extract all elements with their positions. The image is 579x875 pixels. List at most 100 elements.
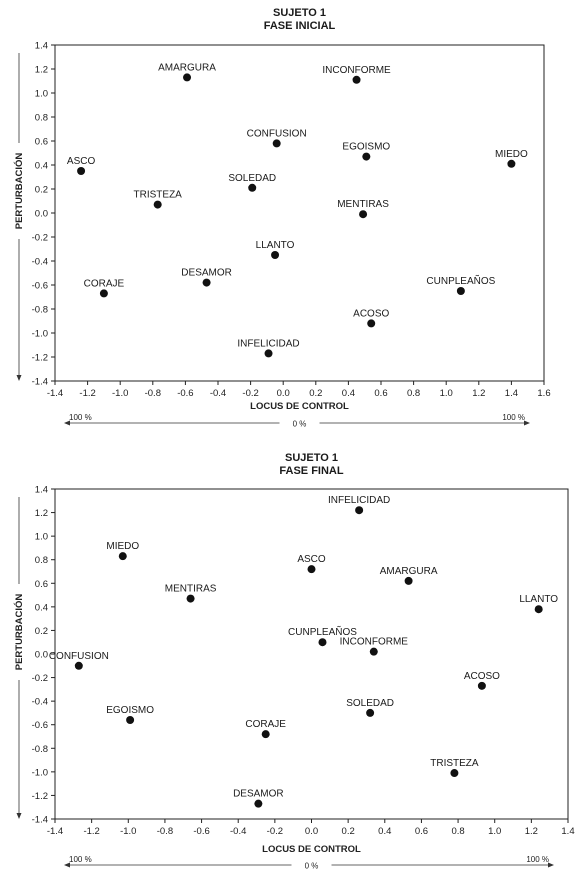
data-point bbox=[318, 638, 327, 647]
x-tick-label: -0.6 bbox=[177, 388, 193, 399]
data-point-label: SOLEDAD bbox=[228, 173, 276, 184]
x-tick-label: 1.0 bbox=[440, 388, 453, 399]
scale-center-label: 0 % bbox=[293, 420, 307, 429]
data-point bbox=[355, 506, 364, 515]
x-tick-label: -1.0 bbox=[120, 826, 136, 837]
scale-right-label: 100 % bbox=[502, 413, 525, 422]
y-axis-label: PERTURBACIÓN bbox=[13, 594, 25, 671]
data-point bbox=[404, 576, 413, 585]
y-tick-label: 1.4 bbox=[35, 485, 48, 496]
y-tick-label: -1.4 bbox=[32, 815, 48, 826]
y-tick-label: -0.6 bbox=[32, 281, 48, 292]
plot-frame bbox=[54, 44, 545, 382]
y-tick-label: -0.2 bbox=[32, 233, 48, 244]
x-tick-label: 1.2 bbox=[525, 826, 538, 837]
data-point-label: ACOSO bbox=[464, 671, 500, 682]
x-tick-label: 0.8 bbox=[407, 388, 420, 399]
plot-frame bbox=[54, 488, 569, 820]
x-tick-label: -1.2 bbox=[83, 826, 99, 837]
y-tick-label: 0.2 bbox=[35, 185, 48, 196]
x-tick-label: 1.6 bbox=[537, 388, 550, 399]
x-scale-arrow-right bbox=[524, 420, 530, 426]
x-tick-label: 0.6 bbox=[415, 826, 428, 837]
data-point bbox=[359, 210, 368, 219]
data-point-label: AMARGURA bbox=[380, 566, 438, 577]
data-point-label: LLANTO bbox=[519, 594, 558, 605]
chart-title: SUJETO 1 bbox=[285, 452, 338, 464]
data-point bbox=[507, 159, 516, 168]
data-point-label: TRISTEZA bbox=[430, 758, 479, 769]
data-point bbox=[118, 552, 127, 561]
data-point bbox=[74, 661, 83, 670]
x-tick-label: 1.2 bbox=[472, 388, 485, 399]
data-point-label: AMARGURA bbox=[158, 62, 216, 73]
data-point bbox=[352, 75, 361, 84]
data-point-label: INCONFORME bbox=[322, 65, 391, 76]
data-point-label: CONFUSION bbox=[49, 651, 109, 662]
y-tick-label: 0.6 bbox=[35, 579, 48, 590]
data-point-label: MIEDO bbox=[106, 541, 139, 552]
data-point-label: INCONFORME bbox=[340, 637, 409, 648]
y-tick-label: -1.2 bbox=[32, 791, 48, 802]
y-tick-label: -0.6 bbox=[32, 720, 48, 731]
x-tick-label: 1.4 bbox=[561, 826, 574, 837]
y-tick-label: 0.4 bbox=[35, 602, 48, 613]
data-point bbox=[450, 769, 459, 778]
data-point bbox=[477, 681, 486, 690]
y-tick-label: -1.2 bbox=[32, 353, 48, 364]
data-point bbox=[307, 565, 316, 574]
data-point-label: EGOISMO bbox=[342, 142, 390, 153]
scale-left-label: 100 % bbox=[69, 413, 92, 422]
data-point-label: INFELICIDAD bbox=[237, 338, 299, 349]
data-point bbox=[99, 289, 108, 298]
x-axis-label: LOCUS DE CONTROL bbox=[262, 844, 361, 855]
y-tick-label: -0.4 bbox=[32, 257, 48, 268]
y-tick-label: -0.2 bbox=[32, 673, 48, 684]
x-tick-label: -1.4 bbox=[47, 826, 63, 837]
y-tick-label: 0.2 bbox=[35, 626, 48, 637]
data-point-label: ACOSO bbox=[353, 308, 389, 319]
data-point-label: MENTIRAS bbox=[165, 584, 217, 595]
data-point bbox=[77, 167, 86, 175]
data-point bbox=[366, 708, 375, 717]
y-tick-label: 1.4 bbox=[35, 41, 48, 52]
data-point bbox=[456, 287, 465, 295]
data-point bbox=[153, 200, 162, 209]
data-point bbox=[362, 152, 371, 161]
y-tick-label: 0.8 bbox=[35, 555, 48, 566]
x-scale-arrow-left bbox=[64, 420, 70, 426]
y-tick-label: -1.0 bbox=[32, 767, 48, 778]
x-axis-label: LOCUS DE CONTROL bbox=[250, 401, 349, 412]
x-tick-label: -0.4 bbox=[230, 826, 246, 837]
data-point bbox=[264, 349, 273, 358]
x-tick-label: -1.0 bbox=[112, 388, 128, 399]
x-tick-label: -0.8 bbox=[145, 388, 161, 399]
x-tick-label: -0.2 bbox=[242, 388, 258, 399]
data-point-label: DESAMOR bbox=[181, 268, 232, 279]
data-point-label: ASCO bbox=[67, 156, 96, 167]
data-point-label: CORAJE bbox=[245, 719, 286, 730]
x-tick-label: -1.2 bbox=[79, 388, 95, 399]
x-scale-arrow-left bbox=[64, 862, 70, 868]
scale-right-label: 100 % bbox=[526, 855, 549, 864]
x-tick-label: 0.0 bbox=[277, 388, 290, 399]
data-point-label: CORAJE bbox=[84, 278, 125, 289]
data-point-label: SOLEDAD bbox=[346, 698, 394, 709]
data-point bbox=[271, 251, 280, 259]
data-point bbox=[369, 647, 378, 656]
data-point bbox=[186, 594, 195, 603]
data-point-label: CONFUSION bbox=[247, 128, 307, 139]
y-scale-arrow bbox=[16, 375, 22, 381]
scale-center-label: 0 % bbox=[305, 862, 319, 871]
data-point-label: INFELICIDAD bbox=[328, 495, 390, 506]
y-tick-label: 0.6 bbox=[35, 137, 48, 148]
y-tick-label: -0.8 bbox=[32, 305, 48, 316]
data-point-label: MENTIRAS bbox=[337, 199, 389, 210]
x-tick-label: 1.4 bbox=[505, 388, 518, 399]
y-tick-label: 1.2 bbox=[35, 65, 48, 76]
data-point-label: MIEDO bbox=[495, 149, 528, 160]
data-point bbox=[261, 730, 270, 739]
